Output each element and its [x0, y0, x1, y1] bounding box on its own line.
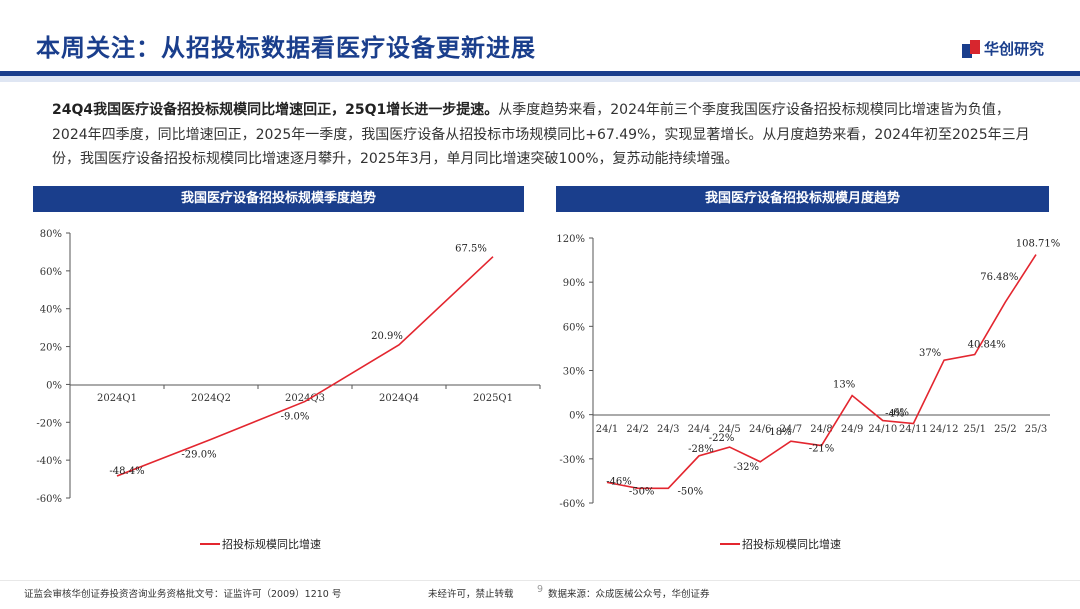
m-data-label: 37%	[919, 348, 941, 359]
m-x-tick-label: 25/3	[1025, 424, 1047, 435]
m-series-line	[606, 254, 1037, 490]
m-x-tick-label: 24/9	[841, 424, 863, 435]
m-data-label: -18%	[766, 427, 792, 438]
q-x-tick-label: 2024Q2	[191, 393, 231, 404]
q-y-tick-label: 40%	[40, 305, 62, 316]
m-x-tick-label: 24/10	[868, 424, 897, 435]
m-y-tick-label: 60%	[563, 322, 585, 333]
m-x-tick-label: 24/11	[899, 424, 928, 435]
logo-text: 华创研究	[983, 40, 1044, 58]
q-y-tick-label: 0%	[46, 380, 62, 391]
m-y-tick-label: -60%	[559, 499, 585, 510]
logo-icon	[961, 39, 980, 58]
quarterly-chart-title: 我国医疗设备招投标规模季度趋势	[33, 186, 524, 212]
q-y-tick-label: 80%	[40, 229, 62, 240]
m-data-label: -4%	[885, 409, 904, 420]
m-data-label: -50%	[677, 486, 703, 497]
m-x-tick-label: 25/1	[963, 424, 985, 435]
q-y-tick-label: -20%	[36, 418, 62, 429]
m-data-label: -6%	[890, 408, 909, 419]
q-x-tick-label: 2024Q1	[97, 393, 137, 404]
m-data-label: 76.48%	[980, 272, 1018, 283]
m-x-tick-label: 24/3	[657, 424, 679, 435]
footer-notice: 未经许可，禁止转载	[428, 589, 514, 600]
q-x-tick-label: 2024Q4	[379, 393, 419, 404]
header-divider-light	[0, 76, 1080, 82]
m-x-tick-label: 24/1	[596, 424, 618, 435]
q-y-tick-label: -40%	[36, 456, 62, 467]
m-x-tick-label: 24/6	[749, 424, 771, 435]
footer-divider	[0, 580, 1080, 581]
m-data-label: 108.71%	[1016, 239, 1061, 250]
m-data-label: -32%	[733, 462, 759, 473]
monthly-chart-title: 我国医疗设备招投标规模月度趋势	[556, 186, 1049, 212]
q-data-label: -48.4%	[109, 466, 144, 477]
q-data-label: 20.9%	[371, 331, 403, 342]
m-x-tick-label: 24/7	[780, 424, 802, 435]
page-title: 本周关注：从招投标数据看医疗设备更新进展	[36, 34, 536, 62]
footer-license: 证监会审核华创证券投资咨询业务资格批文号：证监许可（2009）1210 号	[24, 589, 342, 600]
q-data-label: -9.0%	[281, 411, 310, 422]
m-x-tick-label: 24/8	[810, 424, 832, 435]
m-y-tick-label: 30%	[563, 367, 585, 378]
brand-logo: 华创研究	[961, 38, 1044, 59]
q-x-tick-label: 2024Q3	[285, 393, 325, 404]
intro-rest: 从季度趋势来看，2024年前三个季度我国医疗设备招投标规模同比增速皆为负值，20…	[52, 102, 1030, 167]
m-data-label: 13%	[833, 380, 855, 391]
footer-source: 数据来源：众成医械公众号，华创证券	[548, 589, 710, 600]
q-data-label: 67.5%	[455, 244, 487, 255]
m-y-tick-label: 90%	[563, 278, 585, 289]
intro-bold: 24Q4我国医疗设备招投标规模同比增速回正，25Q1增长进一步提速。	[52, 102, 499, 118]
m-y-tick-label: 0%	[569, 411, 585, 422]
q-legend-label: 招投标规模同比增速	[222, 537, 321, 551]
m-data-label: -28%	[688, 444, 714, 455]
q-y-tick-label: -60%	[36, 494, 62, 505]
intro-paragraph: 24Q4我国医疗设备招投标规模同比增速回正，25Q1增长进一步提速。从季度趋势来…	[52, 98, 1042, 172]
m-data-label: 40.84%	[968, 340, 1006, 351]
q-series-line	[116, 256, 494, 477]
q-x-tick-label: 2025Q1	[473, 393, 513, 404]
m-y-tick-label: -30%	[559, 455, 585, 466]
q-y-tick-label: 20%	[40, 343, 62, 354]
m-legend-label: 招投标规模同比增速	[742, 537, 841, 551]
m-data-label: -50%	[629, 486, 655, 497]
q-data-label: -29.0%	[181, 449, 216, 460]
m-y-tick-label: 120%	[556, 234, 585, 245]
header-divider	[0, 71, 1080, 76]
m-x-tick-label: 24/2	[626, 424, 648, 435]
m-x-tick-label: 24/4	[688, 424, 710, 435]
q-y-tick-label: 60%	[40, 267, 62, 278]
m-x-tick-label: 24/5	[718, 424, 740, 435]
page-number: 9	[537, 584, 544, 595]
m-data-label: -22%	[709, 433, 735, 444]
m-x-tick-label: 25/2	[994, 424, 1016, 435]
m-data-label: -21%	[809, 444, 835, 455]
m-x-tick-label: 24/12	[930, 424, 959, 435]
m-data-label: -46%	[606, 476, 632, 487]
